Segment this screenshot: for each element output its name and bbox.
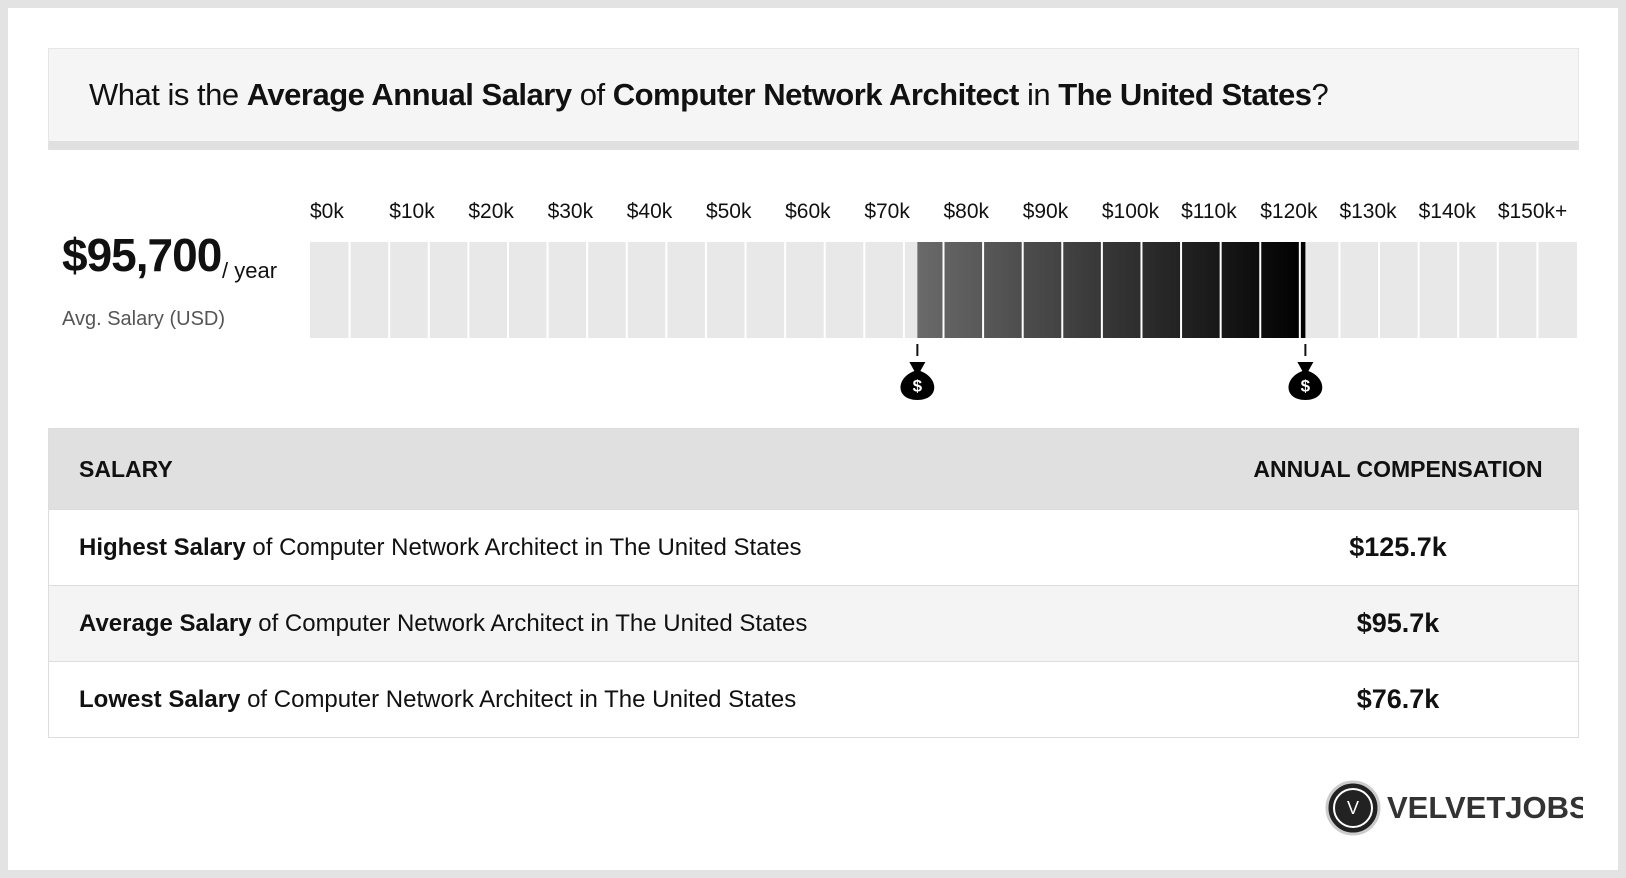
x-tick-label: $140k [1419, 200, 1477, 223]
title-part: The United States [1058, 77, 1312, 112]
header-cell: SALARY [48, 428, 1218, 510]
row-label: Lowest Salary of Computer Network Archit… [48, 661, 1218, 738]
avg-caption: Avg. Salary (USD) [62, 308, 226, 330]
salary-marker: $ [1288, 344, 1323, 400]
x-tick-label: $90k [1023, 200, 1069, 223]
row-label-rest: of Computer Network Architect in The Uni… [245, 533, 802, 561]
title-part: of [571, 77, 613, 112]
frame: What is the Average Annual Salary of Com… [8, 8, 1618, 870]
row-label: Highest Salary of Computer Network Archi… [48, 509, 1218, 586]
money-bag [900, 362, 935, 400]
x-tick-label: $50k [706, 200, 752, 223]
header-cell: ANNUAL COMPENSATION [1218, 428, 1579, 510]
table-header: SALARY ANNUAL COMPENSATION [48, 428, 1579, 510]
salary-scale: $0k $10k $20k $30k $40k $50k $60k $70k $80k $90k $… [310, 200, 1577, 400]
x-tick-label: $10k [389, 200, 435, 223]
x-tick-label: $60k [785, 200, 831, 223]
x-tick-label: $20k [468, 200, 514, 223]
title-part: ? [1311, 77, 1329, 112]
money-bag [1288, 362, 1323, 400]
x-tick-label: $100k [1102, 200, 1160, 223]
salary-range [917, 242, 1306, 338]
row-value: $95.7k [1218, 585, 1579, 662]
money-symbol: $ [913, 376, 923, 395]
salary-table: SALARY ANNUAL COMPENSATION Highest Salar… [48, 428, 1579, 738]
logo-initial: V [1347, 798, 1359, 818]
title-box: What is the Average Annual Salary of Com… [48, 48, 1579, 150]
money-symbol: $ [1301, 376, 1311, 395]
x-tick-label: $80k [944, 200, 990, 223]
row-value: $76.7k [1218, 661, 1579, 738]
logo: V VELVETJOBS [1325, 780, 1583, 836]
avg-unit: / year [222, 258, 278, 283]
title-part: Average Annual Salary [246, 77, 572, 112]
row-label-bold: Lowest Salary [79, 685, 241, 713]
x-tick-label: $110k [1181, 200, 1237, 223]
row-label-rest: of Computer Network Architect in The Uni… [251, 609, 808, 637]
x-tick-label: $120k [1260, 200, 1318, 223]
x-tick-label: $130k [1339, 200, 1397, 223]
salary-marker: $ [900, 344, 935, 400]
logo-ring [1333, 788, 1373, 828]
x-tick-label: $30k [548, 200, 594, 223]
table-row: Highest Salary of Computer Network Archi… [48, 509, 1579, 586]
title: What is the Average Annual Salary of Com… [89, 49, 1329, 141]
table-row: Average Salary of Computer Network Archi… [48, 585, 1579, 662]
title-part: What is the [89, 77, 247, 112]
avg-amount: $95,700 [62, 229, 222, 281]
title-part: Computer Network Architect [612, 77, 1020, 112]
row-label-rest: of Computer Network Architect in The Uni… [240, 685, 797, 713]
x-tick-label: $150k+ [1498, 200, 1567, 223]
row-label-bold: Average Salary [79, 609, 252, 637]
title-part: in [1018, 77, 1059, 112]
logo-name: VELVETJOBS [1387, 790, 1583, 825]
x-tick-label: $0k [310, 200, 344, 223]
row-value: $125.7k [1218, 509, 1579, 586]
x-tick-label: $40k [627, 200, 673, 223]
table-row: Lowest Salary of Computer Network Archit… [48, 661, 1579, 738]
row-label-bold: Highest Salary [79, 533, 246, 561]
row-label: Average Salary of Computer Network Archi… [48, 585, 1218, 662]
x-tick-label: $70k [864, 200, 910, 223]
